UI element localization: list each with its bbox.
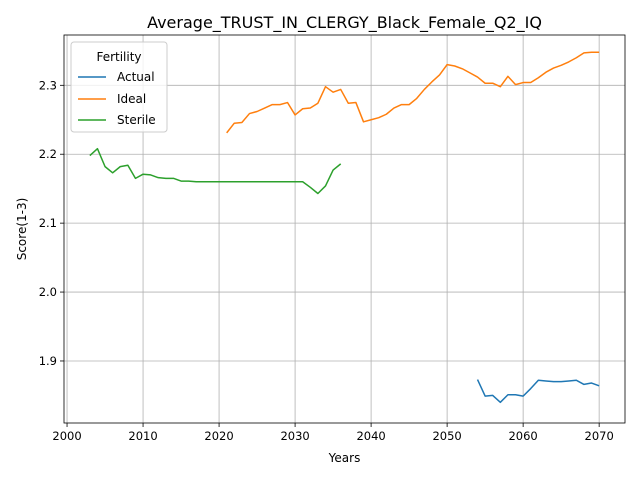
legend: Fertility Actual Ideal Sterile	[70, 41, 168, 133]
legend-box	[70, 41, 168, 133]
x-tick-label: 2010	[128, 429, 157, 443]
plot-frame	[63, 34, 626, 424]
y-axis-label: Score(1-3)	[15, 198, 29, 261]
legend-title: Fertility	[96, 50, 141, 64]
y-tick-label: 1.9	[39, 354, 57, 368]
x-tick-label: 2070	[585, 429, 614, 443]
axis-ticks: 2000 2010 2020 2030 2040 2050 2060 2070 1.9 2.0 2.…	[39, 78, 614, 443]
x-tick-label: 2000	[52, 429, 81, 443]
chart-title: Average_TRUST_IN_CLERGY_Black_Female_Q2_…	[147, 13, 542, 33]
legend-label-ideal: Ideal	[117, 92, 146, 106]
series-line-sterile	[89, 147, 342, 195]
x-tick-label: 2050	[432, 429, 461, 443]
series-lines	[89, 51, 600, 404]
series-line-actual	[476, 379, 600, 404]
x-tick-label: 2030	[280, 429, 309, 443]
grid-lines	[64, 35, 625, 423]
x-tick-label: 2020	[204, 429, 233, 443]
x-tick-label: 2040	[356, 429, 385, 443]
y-tick-label: 2.2	[39, 147, 57, 161]
legend-label-sterile: Sterile	[117, 113, 156, 127]
y-tick-label: 2.3	[39, 78, 57, 92]
x-axis-label: Years	[328, 451, 361, 465]
x-tick-label: 2060	[508, 429, 537, 443]
y-tick-label: 2.1	[39, 216, 57, 230]
legend-label-actual: Actual	[117, 70, 155, 84]
series-line-ideal	[226, 51, 600, 134]
y-tick-label: 2.0	[39, 285, 57, 299]
